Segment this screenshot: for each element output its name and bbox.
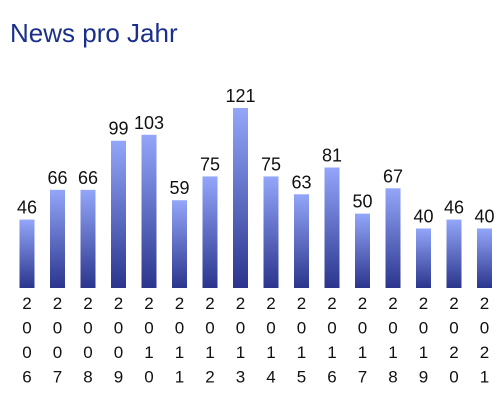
bar-2017 bbox=[355, 213, 370, 288]
bar-2011 bbox=[172, 200, 187, 288]
bar-2014 bbox=[263, 176, 279, 288]
data-label-2010: 103 bbox=[134, 113, 164, 133]
data-label-2007: 66 bbox=[47, 168, 67, 188]
data-label-2021: 40 bbox=[474, 206, 494, 226]
data-label-2015: 63 bbox=[291, 172, 311, 192]
bar-2020 bbox=[446, 219, 462, 288]
data-label-2014: 75 bbox=[261, 154, 281, 174]
bar-2012 bbox=[202, 176, 218, 288]
bar-2010 bbox=[141, 134, 157, 288]
bar-2009 bbox=[111, 140, 126, 288]
data-label-2020: 46 bbox=[444, 198, 464, 218]
bar-2018 bbox=[385, 188, 401, 288]
data-label-2009: 99 bbox=[108, 119, 128, 139]
data-label-2012: 75 bbox=[200, 154, 220, 174]
data-label-2016: 81 bbox=[322, 146, 342, 166]
bar-2008 bbox=[80, 189, 96, 288]
bar-2019 bbox=[416, 228, 431, 288]
bar-2006 bbox=[19, 219, 35, 288]
data-label-2011: 59 bbox=[169, 178, 189, 198]
chart-title: News pro Jahr bbox=[10, 18, 178, 48]
data-label-2006: 46 bbox=[17, 198, 37, 218]
data-label-2013: 121 bbox=[225, 86, 255, 106]
data-label-2017: 50 bbox=[352, 192, 372, 212]
bar-2013 bbox=[233, 108, 248, 288]
bar-2021 bbox=[477, 228, 492, 288]
data-label-2018: 67 bbox=[383, 166, 403, 186]
bar-2007 bbox=[50, 189, 65, 288]
bar-2015 bbox=[294, 194, 309, 288]
bar-2016 bbox=[324, 167, 340, 288]
data-label-2019: 40 bbox=[413, 206, 433, 226]
data-label-2008: 66 bbox=[78, 168, 98, 188]
